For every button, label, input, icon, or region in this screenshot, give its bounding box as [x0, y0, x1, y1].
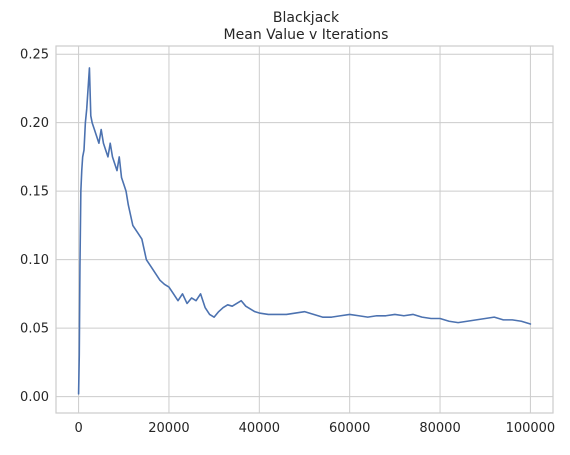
x-tick-label: 20000: [148, 421, 189, 436]
x-axis-tick-labels: 0 20000 40000 60000 80000 100000: [74, 421, 555, 436]
y-gridlines: [56, 53, 553, 398]
plot-area-frame: [55, 45, 554, 414]
x-tick-label: 100000: [506, 421, 556, 436]
chart-title: Blackjack: [273, 10, 340, 26]
y-tick-label: 0.10: [20, 253, 49, 268]
y-tick-label: 0.15: [20, 185, 49, 200]
y-axis-tick-labels: 0.00 0.05 0.10 0.15 0.20 0.25: [20, 48, 49, 405]
x-tick-label: 0: [74, 421, 82, 436]
y-tick-label: 0.20: [20, 116, 49, 131]
x-gridlines: [78, 46, 531, 413]
series-layer: [77, 67, 532, 395]
chart-subtitle: Mean Value v Iterations: [224, 27, 389, 43]
x-tick-label: 40000: [239, 421, 280, 436]
x-tick-label: 60000: [329, 421, 370, 436]
y-tick-label: 0.00: [20, 390, 49, 405]
y-tick-label: 0.25: [20, 48, 49, 63]
y-tick-label: 0.05: [20, 322, 49, 337]
series-line: [77, 67, 532, 395]
x-tick-label: 80000: [419, 421, 460, 436]
